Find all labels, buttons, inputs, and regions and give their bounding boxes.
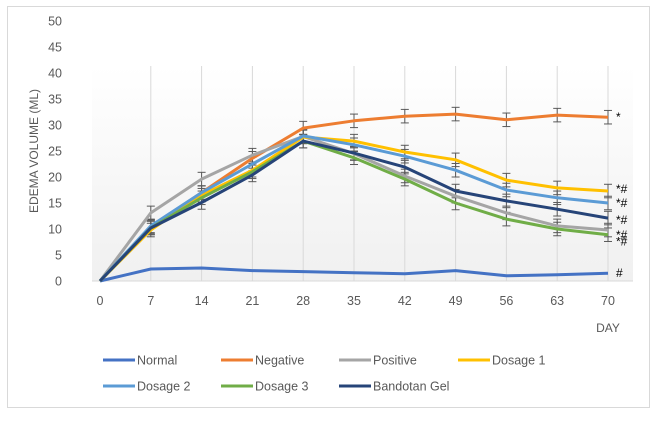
significance-annotations: #**#*#*#*#*# bbox=[616, 110, 628, 280]
legend-label: Dosage 3 bbox=[255, 380, 309, 394]
y-tick-label: 10 bbox=[48, 223, 62, 237]
y-tick-label: 15 bbox=[48, 197, 62, 211]
legend-item-dosage-3: Dosage 3 bbox=[221, 380, 309, 394]
x-tick-label: 49 bbox=[449, 294, 463, 308]
x-axis-ticks: 0 7 14 21 28 35 42 49 56 63 70 bbox=[97, 294, 615, 308]
y-tick-label: 5 bbox=[55, 249, 62, 263]
significance-annotation: *# bbox=[616, 196, 628, 210]
legend-label: Bandotan Gel bbox=[373, 380, 449, 394]
legend-item-dosage-1: Dosage 1 bbox=[458, 354, 546, 368]
x-tick-label: 56 bbox=[499, 294, 513, 308]
x-tick-label: 14 bbox=[195, 294, 209, 308]
x-tick-label: 63 bbox=[550, 294, 564, 308]
legend-label: Positive bbox=[373, 354, 417, 368]
legend-label: Negative bbox=[255, 354, 304, 368]
significance-annotation: *# bbox=[616, 213, 628, 227]
legend-label: Dosage 2 bbox=[137, 380, 191, 394]
y-tick-label: 30 bbox=[48, 119, 62, 133]
legend-item-normal: Normal bbox=[103, 354, 177, 368]
x-tick-label: 70 bbox=[601, 294, 615, 308]
legend: Normal Negative Positive Dosage 1 Dosage 2 Do… bbox=[103, 354, 546, 394]
series-lines bbox=[98, 112, 609, 283]
y-axis-label: EDEMA VOLUME (ML) bbox=[27, 89, 41, 213]
significance-annotation: *# bbox=[616, 182, 628, 196]
y-tick-label: 0 bbox=[55, 275, 62, 289]
y-tick-label: 50 bbox=[48, 15, 62, 29]
significance-annotation: * bbox=[616, 110, 621, 124]
significance-annotation: *# bbox=[616, 228, 628, 242]
y-tick-label: 25 bbox=[48, 145, 62, 159]
legend-item-negative: Negative bbox=[221, 354, 304, 368]
y-axis-ticks: 0 5 10 15 20 25 30 35 40 45 50 bbox=[48, 15, 62, 289]
x-tick-label: 7 bbox=[147, 294, 154, 308]
significance-annotation: # bbox=[616, 266, 623, 280]
significance-annotation: *# bbox=[616, 235, 628, 249]
y-tick-label: 20 bbox=[48, 171, 62, 185]
x-tick-label: 28 bbox=[296, 294, 310, 308]
legend-item-positive: Positive bbox=[339, 354, 417, 368]
x-tick-label: 0 bbox=[97, 294, 104, 308]
x-tick-label: 42 bbox=[398, 294, 412, 308]
y-tick-label: 40 bbox=[48, 67, 62, 81]
x-tick-label: 21 bbox=[245, 294, 259, 308]
gridlines bbox=[150, 66, 609, 281]
legend-label: Dosage 1 bbox=[492, 354, 546, 368]
legend-item-bandotan-gel: Bandotan Gel bbox=[339, 380, 449, 394]
plot-area bbox=[92, 66, 633, 281]
x-axis-label: DAY bbox=[596, 321, 620, 335]
legend-item-dosage-2: Dosage 2 bbox=[103, 380, 191, 394]
y-tick-label: 45 bbox=[48, 41, 62, 55]
y-tick-label: 35 bbox=[48, 93, 62, 107]
legend-label: Normal bbox=[137, 354, 177, 368]
x-tick-label: 35 bbox=[347, 294, 361, 308]
